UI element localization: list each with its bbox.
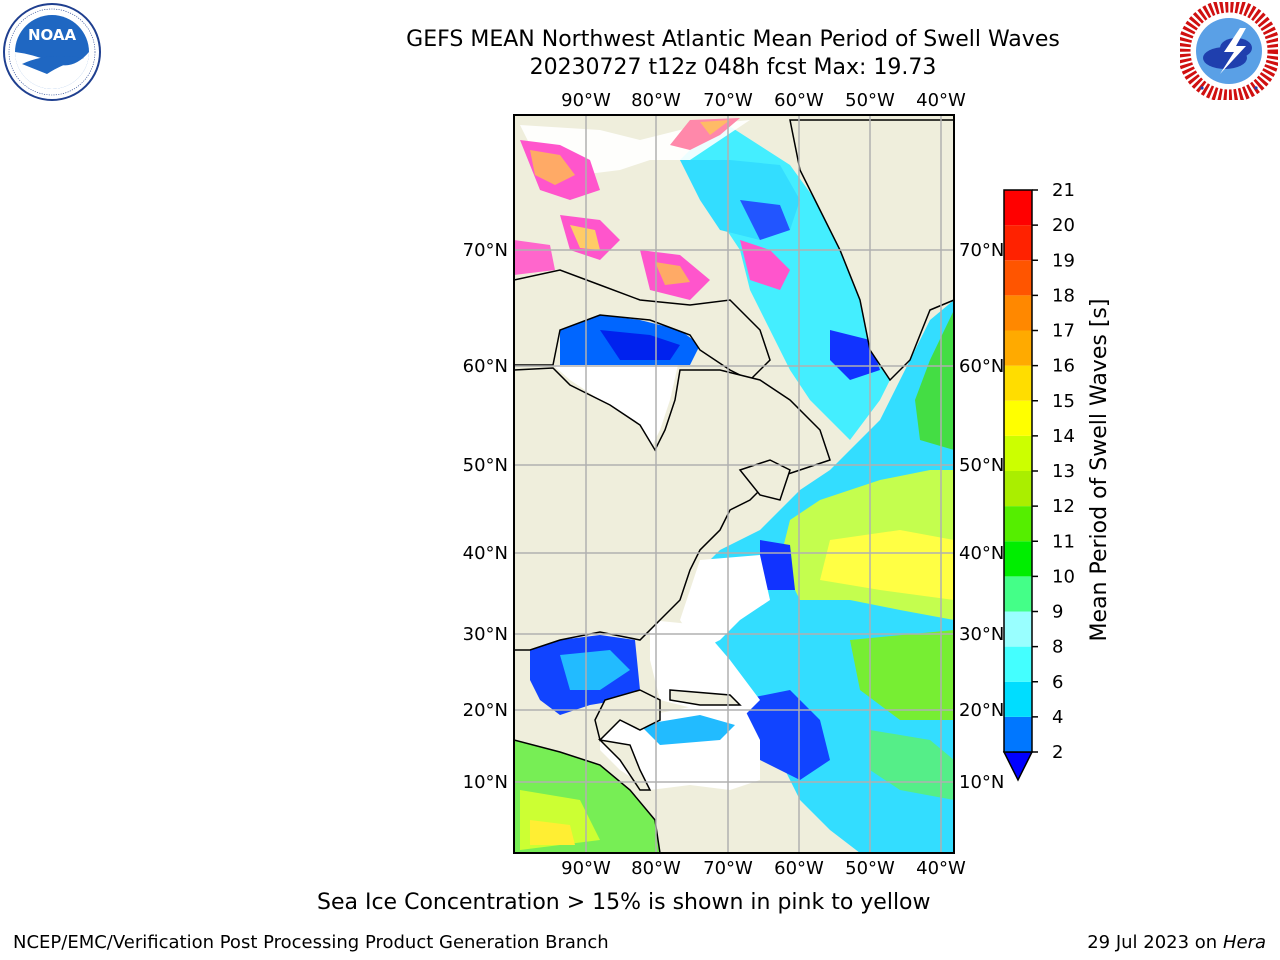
colorbar-tick-label: 4 — [1052, 707, 1063, 728]
lon-label-top: 90°W — [561, 90, 611, 111]
generation-date: 29 Jul 2023 on Hera — [1087, 932, 1266, 953]
lat-label-right: 30°N — [959, 624, 1004, 645]
colorbar-bin — [1004, 190, 1032, 226]
map-frame — [513, 114, 955, 854]
colorbar-tick-label: 2 — [1052, 742, 1063, 763]
colorbar-extend-triangle — [1002, 751, 1034, 782]
lon-label-bottom: 60°W — [774, 858, 824, 879]
swell-zone-green — [850, 630, 954, 720]
colorbar-bin — [1004, 716, 1032, 752]
caribbean-low-swell — [740, 690, 830, 780]
lon-label-top: 70°W — [703, 90, 753, 111]
colorbar-tick-label: 17 — [1052, 321, 1075, 342]
colorbar-tick-label: 6 — [1052, 672, 1063, 693]
colorbar-bin — [1004, 541, 1032, 577]
colorbar-bin — [1004, 295, 1032, 331]
sea-ice-orange — [530, 150, 575, 185]
colorbar-bin — [1004, 506, 1032, 542]
sea-ice-note: Sea Ice Concentration > 15% is shown in … — [317, 890, 931, 915]
colorbar-tick-label: 18 — [1052, 285, 1075, 306]
colorbar-bin — [1004, 260, 1032, 296]
lat-label-right: 20°N — [959, 700, 1004, 721]
lat-label-left: 60°N — [463, 356, 508, 377]
swell-zone-yellow — [820, 530, 954, 600]
colorbar-label: Mean Period of Swell Waves [s] — [1087, 299, 1112, 642]
lat-label-right: 50°N — [959, 455, 1004, 476]
noaa-logo: NOAA — [3, 3, 101, 101]
central-america-land — [594, 689, 661, 742]
lat-label-right: 70°N — [959, 240, 1004, 261]
noaa-logo-text: NOAA — [28, 26, 77, 44]
colorbar-bin — [1004, 400, 1032, 436]
lat-label-left: 20°N — [463, 700, 508, 721]
colorbar-bin — [1004, 225, 1032, 261]
colorbar-bin — [1004, 330, 1032, 366]
lon-label-bottom: 40°W — [916, 858, 966, 879]
latitude-labels-left: 70°N 60°N 50°N 40°N 30°N 20°N 10°N — [463, 240, 508, 793]
branch-credit: NCEP/EMC/Verification Post Processing Pr… — [13, 932, 609, 953]
lon-label-bottom: 50°W — [845, 858, 895, 879]
lon-label-bottom: 70°W — [703, 858, 753, 879]
graticule — [514, 115, 954, 853]
lat-label-left: 10°N — [463, 772, 508, 793]
newfoundland-land — [738, 459, 791, 501]
longitude-labels-top: 90°W 80°W 70°W 60°W 50°W 40°W — [561, 90, 966, 111]
colorbar-tick-label: 20 — [1052, 215, 1075, 236]
colorbar-tick-label: 12 — [1052, 496, 1075, 517]
nws-logo — [1180, 2, 1278, 100]
lon-label-bottom: 80°W — [631, 858, 681, 879]
colorbar-bin — [1004, 646, 1032, 682]
james-bay-masked — [553, 365, 678, 450]
greenland-coast-swell — [915, 310, 954, 450]
latitude-labels-right: 70°N 60°N 50°N 40°N 30°N 20°N 10°N — [959, 240, 1004, 793]
longitude-labels-bottom: 90°W 80°W 70°W 60°W 50°W 40°W — [561, 858, 966, 879]
north-america-land — [514, 367, 831, 651]
low-swell-patch-2 — [830, 330, 880, 380]
colorbar-tick-label: 19 — [1052, 250, 1075, 271]
colorbar-tick-label: 15 — [1052, 391, 1075, 412]
colorbar-bin — [1004, 611, 1032, 647]
colorbar-tick-label: 13 — [1052, 461, 1075, 482]
map-field — [514, 115, 954, 853]
colorbar-bin — [1004, 471, 1032, 507]
cuba-land — [669, 689, 742, 706]
colorbar-bin — [1004, 681, 1032, 717]
lon-label-top: 80°W — [631, 90, 681, 111]
lat-label-left: 30°N — [463, 624, 508, 645]
colorbar-tick-label: 11 — [1052, 531, 1075, 552]
lat-label-right: 40°N — [959, 543, 1004, 564]
lon-label-top: 60°W — [774, 90, 824, 111]
colorbar-tick-label: 14 — [1052, 426, 1075, 447]
lon-label-top: 50°W — [845, 90, 895, 111]
colorbar-bin — [1004, 365, 1032, 401]
title-line-1: GEFS MEAN Northwest Atlantic Mean Period… — [406, 27, 1060, 52]
colorbar-tick-label: 21 — [1052, 180, 1075, 201]
colorbar-tick-label: 16 — [1052, 356, 1075, 377]
colorbar-bin — [1004, 435, 1032, 471]
colorbar-tick-label: 10 — [1052, 566, 1075, 587]
colorbar-bin — [1004, 576, 1032, 612]
lat-label-left: 70°N — [463, 240, 508, 261]
title-line-2: 20230727 t12z 048h fcst Max: 19.73 — [529, 55, 937, 80]
lat-label-right: 10°N — [959, 772, 1004, 793]
lon-label-top: 40°W — [916, 90, 966, 111]
colorbar-tick-label: 9 — [1052, 602, 1063, 623]
lat-label-right: 60°N — [959, 356, 1004, 377]
colorbar-tick-label: 8 — [1052, 637, 1063, 658]
lat-label-left: 40°N — [463, 543, 508, 564]
colorbar: 2 4 6 8 9 10 11 12 13 14 15 16 17 18 19 20 21 — [1002, 180, 1075, 782]
date-text: 29 Jul 2023 on — [1087, 932, 1223, 953]
lon-label-bottom: 90°W — [561, 858, 611, 879]
coastal-masked — [680, 555, 770, 650]
lat-label-left: 50°N — [463, 455, 508, 476]
host-name: Hera — [1222, 932, 1266, 953]
